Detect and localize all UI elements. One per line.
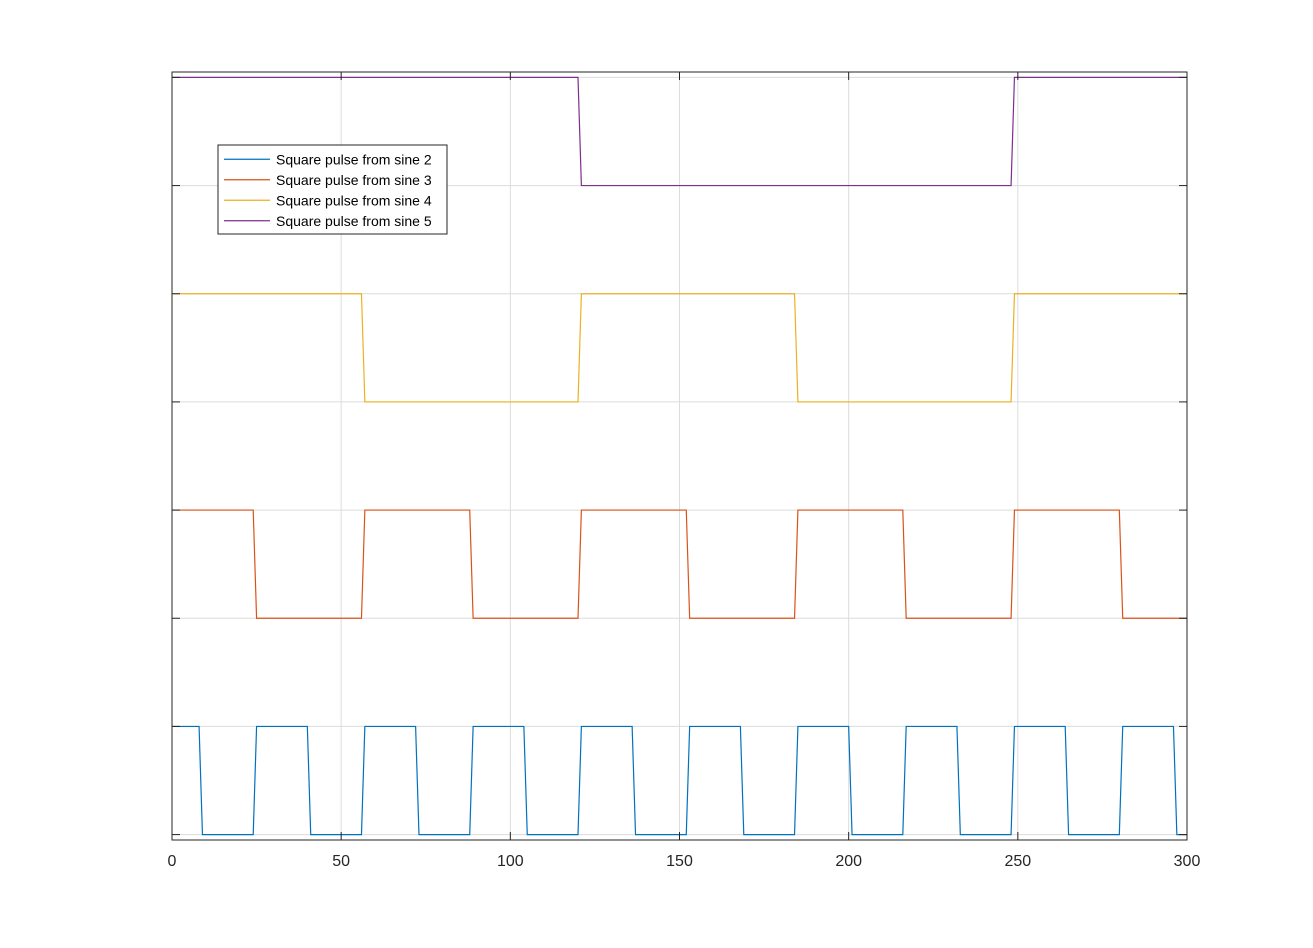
series-line-3 (172, 293, 1187, 403)
legend-label-1: Square pulse from sine 2 (276, 151, 432, 167)
x-tick-label: 250 (1004, 853, 1031, 870)
series-line-2 (172, 509, 1187, 619)
x-tick-label: 200 (835, 853, 862, 870)
legend-label-4: Square pulse from sine 5 (276, 213, 432, 229)
legend-label-2: Square pulse from sine 3 (276, 172, 432, 188)
legend[interactable]: Square pulse from sine 2 Square pulse fro… (217, 144, 448, 235)
ticks (171, 72, 1188, 840)
x-tick-label: 100 (497, 853, 524, 870)
x-tick-labels: 0 50 100 150 200 250 300 (168, 853, 1201, 870)
series-group (172, 76, 1187, 836)
series-line-1 (172, 725, 1187, 836)
x-tick-label: 0 (168, 853, 177, 870)
legend-label-3: Square pulse from sine 4 (276, 192, 432, 208)
x-tick-label: 50 (332, 853, 350, 870)
x-tick-label: 150 (666, 853, 693, 870)
x-tick-label: 300 (1174, 853, 1201, 870)
